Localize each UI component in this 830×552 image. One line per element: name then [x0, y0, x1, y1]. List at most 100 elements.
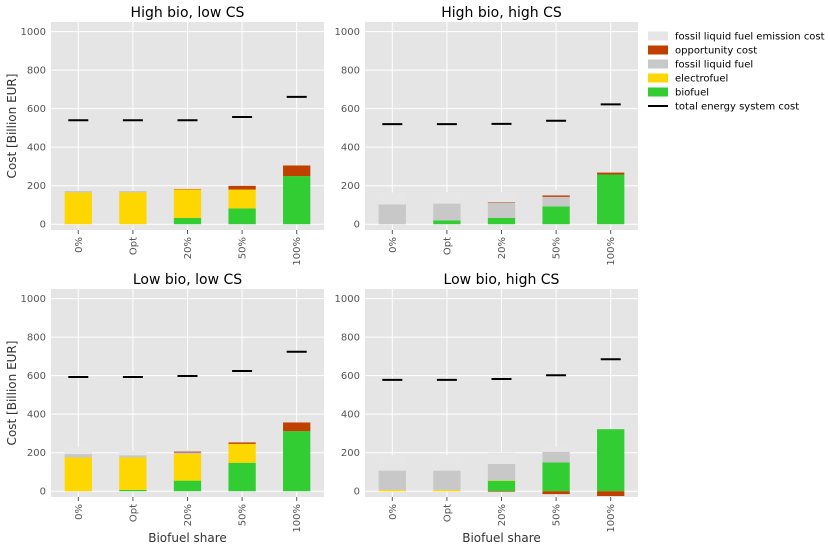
- bar-segment-biofuel: [542, 462, 570, 492]
- bar-segment-fossil-emission: [433, 192, 461, 204]
- x-tick-label: 50%: [238, 237, 249, 259]
- legend: fossil liquid fuel emission cost opportun…: [648, 31, 825, 113]
- bar-segment-electrofuel: [173, 454, 202, 481]
- legend-label: fossil liquid fuel emission cost: [675, 32, 825, 43]
- y-tick-label: 400: [341, 143, 360, 154]
- x-tick-label: 0%: [388, 237, 399, 253]
- bar-segment-opportunity: [542, 195, 570, 197]
- bar-segment-electrofuel: [64, 457, 92, 492]
- y-axis-label: Cost [Billion EUR]: [5, 341, 19, 446]
- bar-segment-electrofuel: [64, 192, 92, 225]
- bar-segment-electrofuel: [487, 480, 516, 481]
- y-tick-label: 1000: [335, 27, 360, 38]
- panel-low-bio-high-cs: Low bio, high CS 0 200 400 600 800 1000 0% Opt 2…: [335, 272, 638, 533]
- bar-segment-fossil-emission: [378, 192, 406, 205]
- bar-segment-fossil-emission: [64, 446, 92, 455]
- bar-segment-fossil: [542, 196, 570, 207]
- x-tick-label: 0%: [74, 237, 85, 253]
- bar-segment-opportunity: [283, 422, 311, 432]
- x-tick-label: 100%: [292, 237, 303, 266]
- panel-title: High bio, low CS: [131, 5, 245, 21]
- bar-segment-biofuel: [228, 462, 256, 492]
- legend-label: biofuel: [675, 88, 709, 99]
- bar-segment-fossil-emission: [542, 189, 570, 196]
- bar-segment-opportunity: [228, 442, 256, 444]
- bar-segment-biofuel: [173, 480, 202, 492]
- bar-segment-fossil-emission: [487, 452, 516, 464]
- y-tick-label: 800: [27, 66, 46, 77]
- y-tick-label: 0: [40, 220, 46, 231]
- x-tick-label: 20%: [183, 504, 194, 526]
- y-tick-label: 200: [341, 448, 360, 459]
- legend-swatch-opportunity: [648, 45, 668, 55]
- bar-segment-electrofuel: [228, 443, 256, 463]
- bar-segment-opportunity: [228, 185, 256, 190]
- bar-segment-fossil: [487, 463, 516, 481]
- y-tick-label: 800: [27, 333, 46, 344]
- legend-label: electrofuel: [675, 74, 728, 85]
- bar-segment-fossil-emission: [487, 192, 516, 203]
- legend-label: fossil liquid fuel: [675, 60, 753, 71]
- bar-segment-fossil: [542, 451, 570, 463]
- bar-segment-electrofuel: [119, 457, 147, 490]
- bar-segment-fossil: [173, 452, 202, 455]
- x-tick-label: 0%: [388, 504, 399, 520]
- bar-segment-opportunity: [487, 202, 516, 203]
- bar-segment-fossil: [433, 470, 461, 490]
- bar-segment-fossil-emission: [119, 450, 147, 456]
- x-tick-label: Opt: [442, 237, 453, 255]
- bar-segment-opportunity: [173, 451, 202, 453]
- bar-segment-fossil: [378, 470, 406, 490]
- bar-segment-fossil-emission: [228, 441, 256, 443]
- x-tick-label: 100%: [292, 504, 303, 533]
- bar-segment-fossil-emission: [228, 185, 256, 186]
- bar-segment-opportunity: [597, 491, 625, 497]
- x-tick-label: 100%: [606, 237, 617, 266]
- bar-segment-fossil-emission: [378, 455, 406, 471]
- bar-segment-biofuel: [487, 480, 516, 492]
- legend-label: opportunity cost: [675, 46, 757, 57]
- panel-title: High bio, high CS: [441, 5, 562, 21]
- bar-segment-electrofuel: [119, 192, 147, 225]
- bar-segment-fossil-emission: [542, 446, 570, 452]
- y-tick-label: 600: [27, 371, 46, 382]
- y-tick-label: 800: [341, 66, 360, 77]
- panel-high-bio-low-cs: High bio, low CS 0 200 400 600 800 1000 0% Opt 2…: [21, 5, 324, 266]
- y-tick-label: 800: [341, 333, 360, 344]
- x-tick-label: 20%: [183, 237, 194, 259]
- x-tick-label: Opt: [128, 504, 139, 522]
- y-tick-label: 200: [27, 448, 46, 459]
- bar-segment-biofuel: [487, 217, 516, 225]
- y-tick-label: 400: [341, 410, 360, 421]
- bar-segment-opportunity: [173, 188, 202, 190]
- bar-segment-electrofuel: [228, 189, 256, 209]
- x-tick-label: Opt: [442, 504, 453, 522]
- bar-segment-fossil: [64, 190, 92, 193]
- x-tick-label: 20%: [497, 504, 508, 526]
- bar-segment-opportunity: [487, 491, 516, 492]
- y-tick-label: 600: [341, 104, 360, 115]
- legend-swatch-biofuel: [648, 87, 668, 97]
- y-tick-label: 1000: [335, 294, 360, 305]
- bar-segment-biofuel: [283, 431, 311, 492]
- bar-segment-biofuel: [119, 489, 147, 492]
- legend-swatch-fossil-emission: [648, 31, 668, 41]
- x-axis-label: Biofuel share: [462, 531, 541, 545]
- x-tick-label: 20%: [497, 237, 508, 259]
- x-tick-label: 50%: [552, 504, 563, 526]
- legend-label: total energy system cost: [675, 102, 799, 113]
- bar-segment-electrofuel: [173, 189, 202, 218]
- bar-segment-fossil: [119, 190, 147, 193]
- x-tick-label: Opt: [128, 237, 139, 255]
- bar-segment-biofuel: [283, 176, 311, 225]
- bar-segment-fossil-emission: [173, 449, 202, 452]
- y-tick-label: 0: [354, 220, 360, 231]
- bar-segment-biofuel: [597, 429, 625, 492]
- bar-segment-biofuel: [542, 206, 570, 225]
- bar-segment-fossil: [433, 203, 461, 221]
- bar-segment-electrofuel: [378, 489, 406, 492]
- bar-segment-biofuel: [433, 220, 461, 225]
- y-tick-label: 600: [341, 371, 360, 382]
- panel-title: Low bio, high CS: [444, 272, 560, 288]
- bar-segment-fossil-emission: [433, 455, 461, 471]
